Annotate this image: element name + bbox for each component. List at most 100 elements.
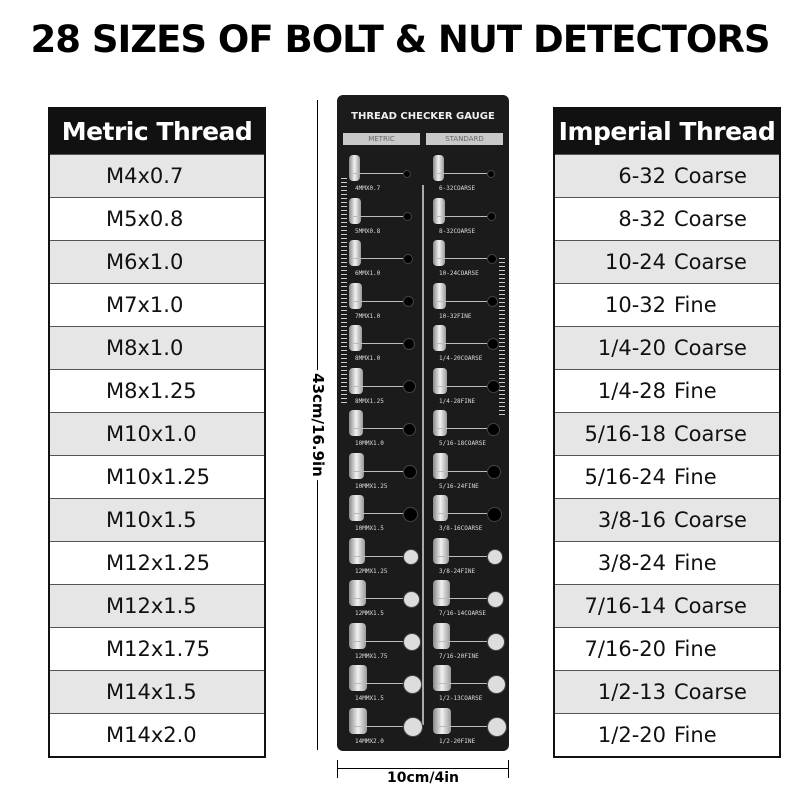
bolt-peg (433, 155, 444, 181)
cm-ruler (341, 175, 347, 405)
metric-row: M6x1.0 (50, 240, 264, 283)
nut-hole (487, 464, 501, 479)
center-divider (422, 185, 424, 725)
gauge-size-label: 10-32FINE (439, 312, 472, 320)
thread-size: 8-32 (618, 207, 666, 231)
gauge-size-label: 7/16-14COARSE (439, 610, 486, 617)
engraved-line (353, 215, 403, 217)
bolt-peg (433, 537, 449, 564)
gauge-size-label: 3/8-24FINE (439, 567, 476, 575)
bolt-peg (433, 580, 450, 606)
metric-row: M14x1.5 (50, 670, 264, 713)
thread-checker-gauge: THREAD CHECKER GAUGE METRIC STANDARD 4MM… (337, 95, 509, 751)
thread-type: Coarse (674, 336, 747, 360)
gauge-size-label: 14MMX2.0 (355, 737, 384, 745)
thread-size: 1/2-20 (597, 723, 666, 747)
imperial-row: 3/8-24 Fine (555, 541, 779, 584)
gauge-size-label: 8MMX1.25 (355, 397, 384, 405)
thread-type: Coarse (674, 207, 747, 231)
thread-size: 6-32 (618, 164, 666, 188)
gauge-size-label: 12MMX1.5 (355, 610, 384, 617)
bolt-peg (433, 452, 448, 479)
imperial-thread-table: Imperial Thread 6-32 Coarse 8-32 Coarse 10-2… (553, 107, 781, 758)
engraved-line (437, 428, 487, 429)
gauge-size-label: 1/4-20COARSE (439, 355, 483, 362)
gauge-size-label: 5MMX0.8 (355, 227, 381, 235)
gauge-size-label: 6MMX1.0 (355, 270, 381, 277)
gauge-title: THREAD CHECKER GAUGE (351, 111, 495, 122)
bolt-peg (349, 240, 361, 266)
thread-size: 7/16-14 (584, 594, 666, 618)
width-dimension: 10cm/4in (337, 760, 509, 790)
bolt-peg (349, 707, 367, 734)
bolt-peg (349, 580, 366, 606)
engraved-line (437, 385, 487, 387)
thread-type: Fine (674, 723, 717, 747)
metric-table-header: Metric Thread (50, 109, 264, 154)
thread-type: Coarse (674, 594, 747, 618)
bolt-peg (349, 325, 362, 351)
width-label: 10cm/4in (387, 770, 459, 786)
gauge-size-label: 12MMX1.75 (355, 652, 388, 660)
nut-hole (487, 212, 496, 221)
gauge-size-label: 4MMX0.7 (355, 185, 381, 192)
metric-row: M12x1.5 (50, 584, 264, 627)
imperial-row: 1/4-28 Fine (555, 369, 779, 412)
thread-size: 5/16-18 (584, 422, 666, 446)
engraved-line (353, 640, 403, 642)
imperial-row: 5/16-24 Fine (555, 455, 779, 498)
engraved-line (437, 215, 487, 217)
nut-hole (487, 170, 495, 178)
thread-size: 1/2-13 (597, 680, 666, 704)
nut-hole (403, 380, 416, 393)
metric-row: M8x1.25 (50, 369, 264, 412)
nut-hole (403, 170, 411, 178)
nut-hole (403, 506, 418, 522)
engraved-line (437, 513, 487, 514)
gauge-size-label: 8MMX1.0 (355, 355, 381, 362)
bolt-peg (349, 665, 367, 691)
imperial-row: 10-32 Fine (555, 283, 779, 326)
engraved-line (437, 725, 487, 727)
bolt-peg (349, 155, 360, 181)
nut-hole (487, 380, 500, 393)
thread-type: Fine (674, 379, 717, 403)
imperial-row: 7/16-14 Coarse (555, 584, 779, 627)
gauge-standard-label: STANDARD (426, 133, 503, 145)
engraved-line (437, 683, 487, 684)
imperial-row: 7/16-20 Fine (555, 627, 779, 670)
engraved-line (353, 470, 403, 472)
bolt-peg (349, 622, 366, 649)
nut-hole (487, 590, 504, 608)
page-title: 28 SIZES OF BOLT & NUT DETECTORS (30, 18, 770, 61)
gauge-size-label: 7/16-20FINE (439, 652, 479, 660)
bolt-peg (433, 367, 447, 394)
thread-type: Fine (674, 293, 717, 317)
bolt-peg (349, 197, 361, 224)
imperial-table-header: Imperial Thread (555, 109, 779, 154)
imperial-row: 6-32 Coarse (555, 154, 779, 197)
gauge-size-label: 1/2-13COARSE (439, 695, 483, 702)
metric-row: M10x1.25 (50, 455, 264, 498)
bolt-peg (433, 240, 445, 266)
nut-hole (403, 716, 423, 737)
engraved-line (437, 640, 487, 642)
nut-hole (487, 506, 502, 522)
gauge-metric-label: METRIC (343, 133, 420, 145)
bolt-peg (349, 537, 365, 564)
thread-size: 1/4-28 (597, 379, 666, 403)
thread-type: Coarse (674, 164, 747, 188)
metric-row: M12x1.25 (50, 541, 264, 584)
height-dimension: 43cm/16.9in (303, 100, 333, 750)
imperial-row: 8-32 Coarse (555, 197, 779, 240)
metric-row: M4x0.7 (50, 154, 264, 197)
engraved-line (353, 683, 403, 684)
gauge-size-label: 10MMX1.0 (355, 440, 384, 447)
gauge-size-label: 12MMX1.25 (355, 567, 388, 575)
imperial-row: 3/8-16 Coarse (555, 498, 779, 541)
engraved-line (437, 470, 487, 472)
engraved-line (437, 258, 487, 259)
imperial-row: 1/2-20 Fine (555, 713, 779, 756)
nut-hole (403, 674, 422, 694)
nut-hole (403, 464, 417, 479)
